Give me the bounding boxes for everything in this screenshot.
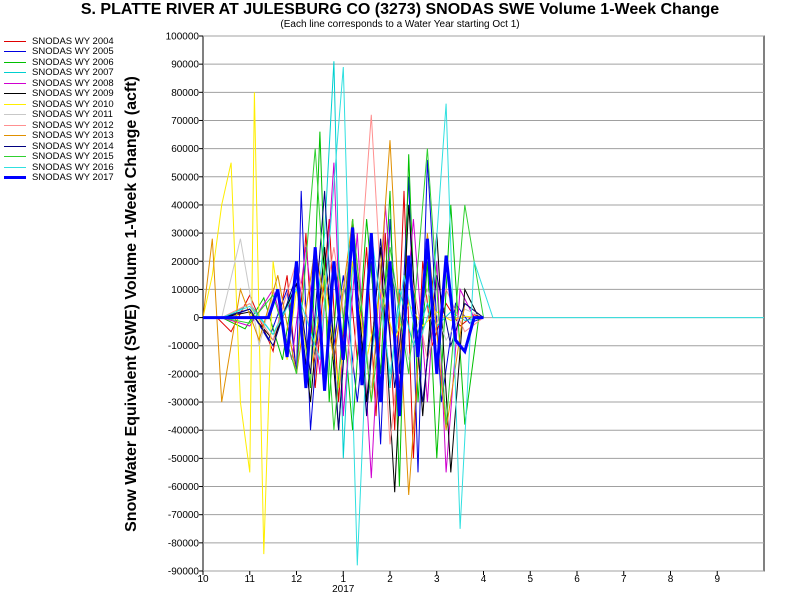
y-tick-label: 10000: [171, 285, 199, 296]
legend-swatch: [4, 145, 26, 147]
y-tick-label: 40000: [171, 200, 199, 211]
x-tick-label: 12: [291, 574, 303, 585]
legend-label: SNODAS WY 2006: [32, 56, 114, 68]
legend-swatch: [4, 135, 26, 137]
y-tick-label: -80000: [168, 538, 200, 549]
y-tick-label: 60000: [171, 144, 199, 155]
chart-title: S. PLATTE RIVER AT JULESBURG CO (3273) S…: [80, 1, 720, 18]
y-tick-label: 30000: [171, 229, 199, 240]
series-line-wy-2006: [221, 131, 480, 487]
y-tick-label: 20000: [171, 257, 199, 268]
legend-swatch: [4, 51, 26, 53]
series-line-wy-2017: [203, 227, 484, 417]
legend-swatch: [4, 156, 26, 158]
legend-item: SNODAS WY 2010: [4, 99, 134, 110]
legend-item: SNODAS WY 2015: [4, 151, 134, 163]
legend-item: SNODAS WY 2012: [4, 120, 134, 131]
y-tick-label: 90000: [171, 60, 199, 71]
x-tick-label: 1: [340, 574, 346, 585]
legend-label: SNODAS WY 2010: [32, 98, 114, 110]
legend-label: SNODAS WY 2005: [32, 46, 114, 58]
legend-label: SNODAS WY 2015: [32, 151, 114, 163]
series-line-wy-2013: [203, 140, 484, 496]
x-tick-label: 8: [668, 574, 674, 585]
legend-label: SNODAS WY 2009: [32, 88, 114, 100]
y-tick-label: -60000: [168, 482, 200, 493]
y-tick-label: -30000: [168, 398, 200, 409]
x-tick-label: 10: [197, 574, 209, 585]
legend-label: SNODAS WY 2016: [32, 161, 114, 173]
y-tick-label: -10000: [168, 341, 200, 352]
legend-swatch: [4, 166, 26, 168]
y-tick-label: -50000: [168, 454, 200, 465]
legend-swatch: [4, 103, 26, 105]
legend-swatch: [4, 176, 26, 180]
legend-swatch: [4, 93, 26, 95]
legend-item: SNODAS WY 2017: [4, 172, 134, 184]
legend-swatch: [4, 114, 26, 116]
x-tick-label: 7: [621, 574, 627, 585]
y-tick-label: 80000: [171, 88, 199, 99]
x-tick-label: 9: [714, 574, 720, 585]
legend-label: SNODAS WY 2017: [32, 172, 114, 184]
legend-item: SNODAS WY 2013: [4, 130, 134, 142]
legend-item: SNODAS WY 2007: [4, 67, 134, 79]
y-tick-label: 100000: [166, 32, 200, 43]
legend-item: SNODAS WY 2004: [4, 36, 134, 47]
legend-swatch: [4, 40, 26, 42]
x-tick-label: 11: [245, 574, 256, 585]
legend-swatch: [4, 72, 26, 74]
legend-label: SNODAS WY 2008: [32, 77, 114, 89]
legend-item: SNODAS WY 2016: [4, 162, 134, 173]
legend-item: SNODAS WY 2008: [4, 78, 134, 89]
x-tick-label: 5: [527, 574, 533, 585]
y-tick-label: -70000: [168, 510, 200, 521]
x-tick-label: 4: [481, 574, 487, 585]
x-tick-label: 6: [574, 574, 580, 585]
x-year-label: 2017: [332, 584, 355, 595]
legend-item: SNODAS WY 2011: [4, 109, 134, 121]
y-axis-label: Snow Water Equivalent (SWE) Volume 1-Wee…: [123, 76, 140, 532]
legend-label: SNODAS WY 2007: [32, 67, 114, 79]
legend-item: SNODAS WY 2009: [4, 88, 134, 100]
legend-label: SNODAS WY 2011: [32, 109, 113, 121]
legend-swatch: [4, 124, 26, 126]
legend-label: SNODAS WY 2014: [32, 140, 114, 152]
series-line-wy-2016: [221, 66, 764, 566]
legend: SNODAS WY 2004 SNODAS WY 2005 SNODAS WY 20…: [4, 36, 134, 183]
x-tick-label: 3: [434, 574, 440, 585]
y-tick-label: -90000: [168, 567, 200, 578]
legend-item: SNODAS WY 2014: [4, 141, 134, 152]
plot-area: [202, 35, 765, 572]
legend-swatch: [4, 61, 26, 63]
legend-swatch: [4, 82, 26, 84]
x-tick-label: 2: [387, 574, 393, 585]
legend-item: SNODAS WY 2005: [4, 46, 134, 58]
y-tick-label: -40000: [168, 426, 200, 437]
legend-label: SNODAS WY 2004: [32, 35, 114, 47]
legend-item: SNODAS WY 2006: [4, 57, 134, 68]
y-tick-label: -20000: [168, 369, 200, 380]
legend-label: SNODAS WY 2013: [32, 130, 114, 142]
y-tick-label: 70000: [171, 116, 199, 127]
chart-subtitle: (Each line corresponds to a Water Year s…: [280, 19, 520, 30]
series-line-wy-2015: [221, 148, 484, 431]
legend-label: SNODAS WY 2012: [32, 119, 114, 131]
y-tick-label: 0: [193, 313, 199, 324]
y-tick-label: 50000: [171, 172, 199, 183]
